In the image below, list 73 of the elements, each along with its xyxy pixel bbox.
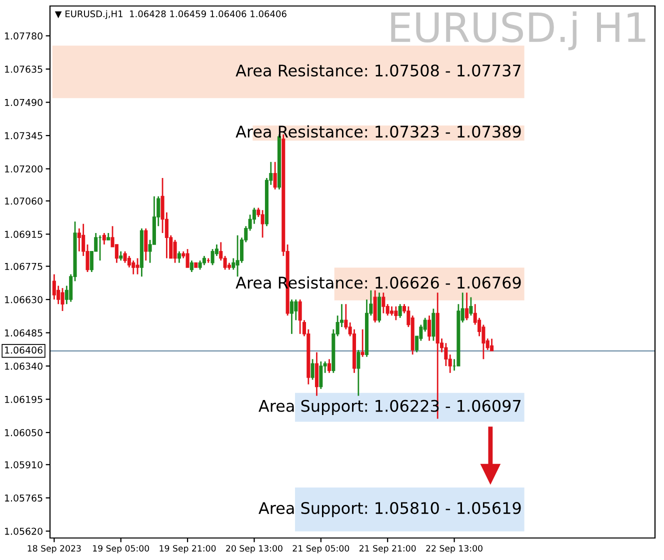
y-tick-label: 1.07780 bbox=[5, 32, 42, 40]
candlestick bbox=[236, 234, 240, 278]
band-label: Area Resistance: 1.07323 - 1.07389 bbox=[236, 125, 521, 138]
candlestick bbox=[223, 255, 227, 270]
candlestick bbox=[186, 248, 190, 268]
y-tick-label: 1.07200 bbox=[5, 165, 42, 173]
x-tick-label: 19 Sep 05:00 bbox=[93, 545, 150, 554]
x-tick-label: 18 Sep 2023 bbox=[28, 545, 81, 554]
band-label: Area Support: 1.05810 - 1.05619 bbox=[258, 502, 521, 518]
candlestick bbox=[136, 258, 140, 275]
candlestick bbox=[314, 352, 319, 397]
x-tick-label: 20 Sep 13:00 bbox=[226, 545, 282, 554]
annotation: EURUSD.j H1 bbox=[391, 11, 646, 50]
candlestick bbox=[356, 349, 360, 397]
candlestick bbox=[77, 228, 81, 252]
candlestick bbox=[198, 260, 202, 270]
ref-line-label: 1.06406 bbox=[5, 346, 42, 354]
candlestick bbox=[444, 342, 448, 367]
candlestick bbox=[298, 298, 302, 335]
candlestick bbox=[260, 209, 264, 238]
candlestick bbox=[177, 250, 181, 264]
y-tick-label: 1.06775 bbox=[5, 262, 42, 270]
candlestick bbox=[102, 232, 106, 246]
y-tick-label: 1.06050 bbox=[5, 429, 42, 436]
candlestick bbox=[273, 161, 277, 190]
chart-title: ▼ EURUSD.j,H1 1.06428 1.06459 1.06406 1.06406 bbox=[54, 10, 286, 19]
candlestick bbox=[190, 260, 194, 273]
candlestick bbox=[210, 248, 214, 266]
candlestick bbox=[232, 258, 236, 270]
y-tick-label: 1.05910 bbox=[5, 461, 42, 468]
y-tick-label: 1.07490 bbox=[5, 98, 42, 106]
y-tick-label: 1.07060 bbox=[5, 197, 42, 205]
candlestick bbox=[327, 358, 332, 374]
band-label: Area Resistance: 1.07508 - 1.07737 bbox=[236, 64, 521, 77]
candlestick bbox=[390, 306, 394, 316]
y-tick-label: 1.07635 bbox=[5, 66, 42, 73]
candlestick bbox=[394, 306, 398, 321]
candlestick bbox=[202, 255, 206, 266]
candlestick bbox=[123, 250, 127, 264]
candlestick bbox=[373, 290, 377, 324]
y-tick-label: 1.06915 bbox=[5, 230, 42, 238]
candlestick bbox=[382, 292, 386, 314]
candlestick bbox=[173, 239, 177, 264]
candlestick bbox=[52, 274, 56, 300]
y-tick-label: 1.06630 bbox=[5, 296, 42, 304]
x-tick-label: 22 Sep 13:00 bbox=[426, 545, 482, 554]
candlestick bbox=[144, 228, 148, 262]
x-tick-label: 21 Sep 21:00 bbox=[359, 545, 416, 554]
candlestick bbox=[252, 207, 256, 225]
candlestick bbox=[310, 358, 314, 380]
candlestick bbox=[490, 338, 494, 352]
y-tick-label: 1.06340 bbox=[5, 362, 42, 370]
candlestick bbox=[398, 303, 402, 319]
candlestick bbox=[132, 260, 136, 275]
candlestick bbox=[119, 250, 123, 262]
x-tick-label: 19 Sep 21:00 bbox=[160, 545, 216, 554]
candlestick bbox=[290, 298, 294, 335]
y-tick-label: 1.06195 bbox=[5, 396, 42, 403]
candlestick bbox=[294, 298, 298, 321]
y-tick-label: 1.06485 bbox=[5, 329, 42, 336]
candlestick bbox=[427, 314, 432, 342]
candlestick bbox=[377, 292, 382, 324]
candlestick bbox=[360, 328, 364, 358]
y-tick-label: 1.05765 bbox=[5, 494, 42, 502]
y-tick-label: 1.05620 bbox=[5, 528, 42, 535]
candlestick bbox=[469, 296, 473, 316]
candlestick bbox=[319, 360, 323, 390]
candlestick bbox=[60, 287, 64, 312]
candlestick bbox=[432, 308, 436, 342]
x-tick-label: 21 Sep 05:00 bbox=[292, 545, 350, 554]
y-tick-label: 1.07345 bbox=[5, 132, 42, 140]
candlestick bbox=[465, 292, 469, 321]
candlestick bbox=[344, 303, 348, 330]
